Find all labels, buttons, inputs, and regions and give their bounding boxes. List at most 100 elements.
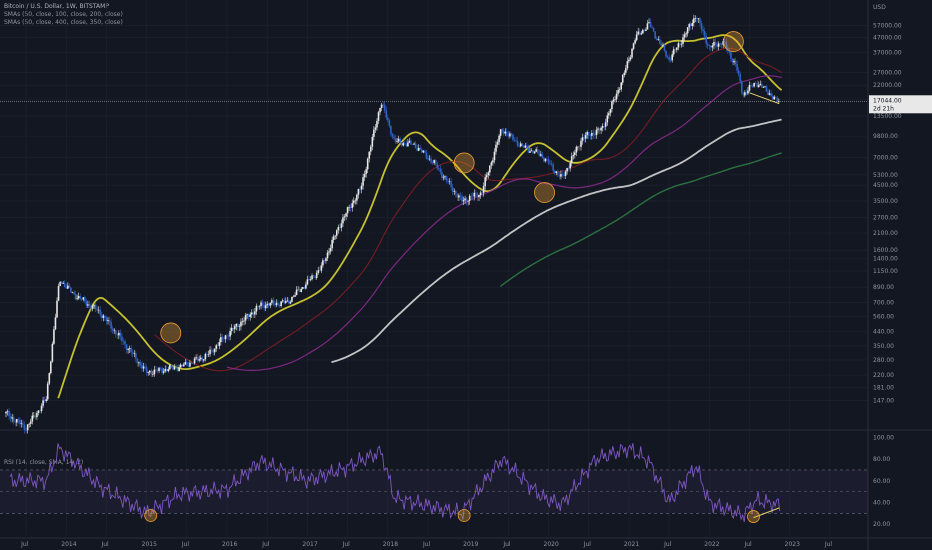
candle-down <box>526 145 528 149</box>
candle-up <box>51 343 54 362</box>
candle-up <box>363 174 366 178</box>
candle-down <box>34 415 37 418</box>
price-tick-label: 2700.00 <box>873 214 898 221</box>
candle-up <box>623 72 626 76</box>
candle-down <box>382 104 384 106</box>
candle-down <box>9 416 12 419</box>
candle-up <box>250 312 253 315</box>
candle-up <box>672 49 675 55</box>
time-tick-label: Jul <box>422 541 431 548</box>
candle-up <box>207 354 210 355</box>
candle-down <box>99 309 102 315</box>
candle-up <box>753 82 755 87</box>
candle-up <box>354 200 357 202</box>
price-tick-label: 2100.00 <box>873 230 898 237</box>
candle-up <box>260 302 262 306</box>
candle-up <box>744 92 746 96</box>
candle-up <box>360 185 363 190</box>
candle-down <box>750 84 752 86</box>
candle-up <box>317 270 320 273</box>
candle-down <box>745 92 748 94</box>
candle-down <box>666 56 669 58</box>
candle-down <box>441 172 443 178</box>
candle-down <box>60 281 63 284</box>
candle-up <box>97 309 100 311</box>
candle-up <box>284 301 287 303</box>
candle-down <box>85 301 88 306</box>
candle-down <box>740 81 743 93</box>
candle-up <box>530 150 533 152</box>
candle-up <box>235 323 238 327</box>
sma-purple-line <box>226 75 782 371</box>
candle-up <box>671 54 674 61</box>
markers <box>144 31 760 523</box>
candle-up <box>680 43 683 45</box>
candle-up <box>575 146 578 153</box>
candle-down <box>512 134 514 140</box>
candle-down <box>411 144 414 146</box>
candle-up <box>747 90 749 94</box>
candle-up <box>560 174 562 177</box>
candle-up <box>564 171 567 176</box>
candle-down <box>63 283 66 288</box>
candle-up <box>189 362 191 367</box>
candle-down <box>705 36 708 44</box>
candle-up <box>555 171 558 173</box>
candle-up <box>640 33 643 35</box>
candle-down <box>553 170 556 173</box>
candle-down <box>125 344 128 350</box>
candle-up <box>42 400 44 406</box>
time-tick-label: Jul <box>824 541 833 548</box>
candle-up <box>577 146 579 148</box>
candle-up <box>694 18 697 19</box>
price-divergence-line <box>749 92 780 105</box>
candle-down <box>391 134 394 137</box>
time-tick-label: 2020 <box>544 541 559 548</box>
candle-up <box>249 314 252 317</box>
candle-up <box>292 296 295 298</box>
candle-down <box>734 60 737 64</box>
candle-up <box>33 415 35 417</box>
candle-down <box>130 348 133 353</box>
candle-down <box>116 334 119 336</box>
rsi-axis: 100.00 80.00 60.00 40.00 20.00 <box>873 434 894 528</box>
price-tick-label: 7000.00 <box>873 154 898 161</box>
candle-down <box>237 323 239 328</box>
time-tick-label: 2021 <box>624 541 639 548</box>
price-axis[interactable]: USD 57000.00 47000.00 37000.00 27000.00 22000… <box>873 4 902 405</box>
candle-up <box>479 192 482 195</box>
ma-legend-1: SMAs (50, close, 100, close, 200, close) <box>4 11 123 18</box>
candle-down <box>592 132 595 135</box>
candle-down <box>23 424 26 431</box>
candle-up <box>468 195 471 201</box>
candle-down <box>170 365 173 368</box>
time-axis[interactable]: Jul 2014 Jul 2015 Jul 2016 Jul 2017 Jul 2018 Jul 20… <box>20 541 832 548</box>
candle-up <box>629 57 632 60</box>
candle-down <box>710 46 712 48</box>
candle-up <box>569 163 571 169</box>
candle-up <box>311 275 313 280</box>
candle-down <box>267 303 270 306</box>
price-tick-label: 27000.00 <box>873 69 902 76</box>
candle-up <box>91 306 94 309</box>
candle-up <box>309 279 312 281</box>
time-tick-label: 2018 <box>383 541 398 548</box>
candle-up <box>544 158 547 162</box>
highlight-marker <box>457 509 471 522</box>
candle-up <box>229 330 231 337</box>
candle-up <box>76 298 78 300</box>
candle-up <box>343 216 346 218</box>
candle-down <box>227 335 230 337</box>
candle-down <box>638 31 641 35</box>
candle-down <box>550 163 553 165</box>
candle-up <box>113 329 116 331</box>
candle-up <box>346 207 349 214</box>
candle-up <box>606 115 609 123</box>
candle-down <box>731 58 734 63</box>
candle-down <box>456 193 459 198</box>
candle-up <box>220 337 222 343</box>
candle-down <box>663 45 666 51</box>
candle-down <box>110 322 112 329</box>
candle-down <box>445 176 448 181</box>
